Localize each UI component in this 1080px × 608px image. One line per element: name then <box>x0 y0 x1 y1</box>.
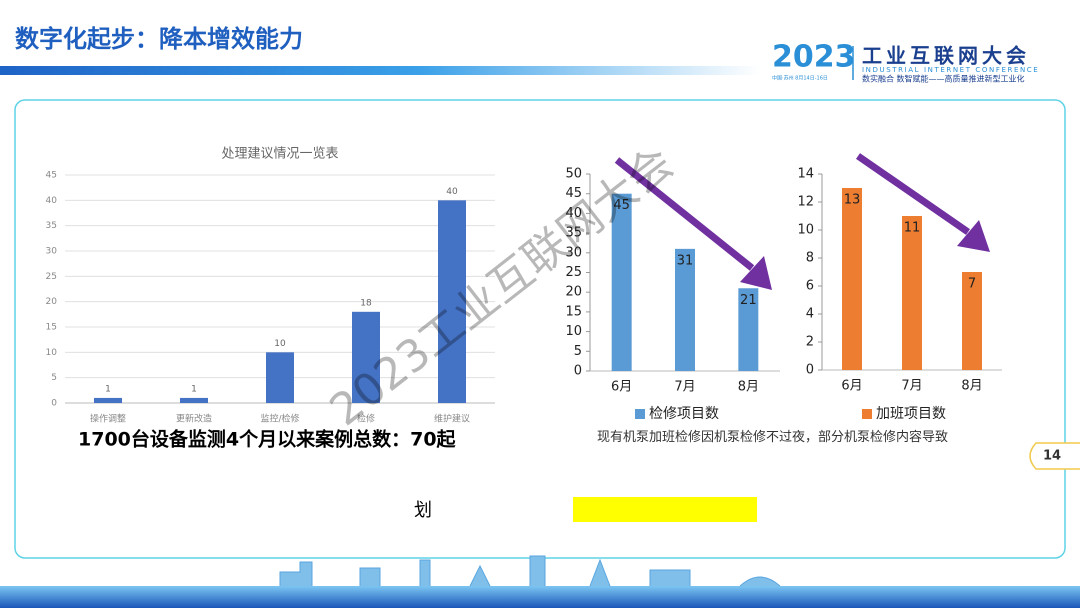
bar <box>738 288 759 371</box>
x-tick-label: 检修 <box>357 413 375 425</box>
y-tick-label: 35 <box>46 221 57 231</box>
skyline <box>279 555 781 587</box>
x-tick-label: 7月 <box>901 379 922 394</box>
data-label: 31 <box>677 253 694 268</box>
x-tick-label: 8月 <box>738 380 759 395</box>
y-tick-label: 45 <box>565 186 582 201</box>
data-label: 13 <box>844 193 861 208</box>
y-tick-label: 2 <box>806 335 814 350</box>
y-tick-label: 45 <box>46 171 57 181</box>
bar <box>842 188 862 370</box>
y-tick-label: 12 <box>797 195 814 210</box>
data-label: 11 <box>904 221 921 236</box>
y-tick-label: 20 <box>46 297 58 307</box>
x-tick-label: 6月 <box>611 380 632 395</box>
y-tick-label: 0 <box>51 399 57 409</box>
slide-title: 数字化起步：降本增效能力 <box>15 25 303 53</box>
bar <box>352 311 380 403</box>
bar <box>94 397 122 403</box>
y-tick-label: 25 <box>565 265 582 280</box>
logo-english: INDUSTRIAL INTERNET CONFERENCE <box>862 66 1039 74</box>
page-number: 14 <box>1043 449 1061 464</box>
bar <box>180 397 208 403</box>
y-tick-label: 20 <box>565 285 582 300</box>
logo-name: 工业互联网大会 <box>862 44 1030 68</box>
x-tick-label: 7月 <box>674 380 695 395</box>
legend-swatch <box>635 409 645 419</box>
trend-arrow <box>856 153 970 235</box>
highlight-box <box>573 497 757 522</box>
x-tick-label: 更新改造 <box>176 413 212 425</box>
data-label: 1 <box>105 384 111 394</box>
y-tick-label: 10 <box>565 324 582 339</box>
y-tick-label: 10 <box>46 348 58 358</box>
logo-place: 中国·苏州 8月14日-16日 <box>772 75 828 82</box>
x-tick-label: 8月 <box>961 379 982 394</box>
data-label: 1 <box>191 384 197 394</box>
y-tick-label: 14 <box>797 167 814 182</box>
y-tick-label: 10 <box>797 223 814 238</box>
y-tick-label: 0 <box>574 364 582 379</box>
note-char: 划 <box>414 500 432 521</box>
trend-arrow-head <box>740 256 772 290</box>
trend-arrow-head <box>957 220 990 252</box>
header-bar <box>0 66 760 75</box>
data-label: 40 <box>446 187 458 197</box>
y-tick-label: 4 <box>806 307 814 322</box>
x-tick-label: 维护建议 <box>434 413 470 425</box>
y-tick-label: 25 <box>46 272 57 282</box>
summary-text: 1700台设备监测4个月以来案例总数：70起 <box>78 428 457 451</box>
y-tick-label: 50 <box>565 167 582 182</box>
y-tick-label: 5 <box>51 373 57 383</box>
y-tick-label: 40 <box>46 196 58 206</box>
footer-bar <box>0 586 1080 608</box>
bar <box>611 193 632 371</box>
data-label: 7 <box>968 277 976 292</box>
x-tick-label: 操作调整 <box>90 413 126 425</box>
x-tick-label: 6月 <box>841 379 862 394</box>
chart-title: 处理建议情况一览表 <box>221 146 338 162</box>
bar <box>902 216 922 370</box>
logo-slogan: 数实融合 数智赋能——高质量推进新型工业化 <box>862 74 1025 84</box>
y-tick-label: 30 <box>46 247 58 257</box>
x-tick-label: 监控/检修 <box>260 413 299 425</box>
data-label: 10 <box>274 339 286 349</box>
page-tab <box>1029 442 1080 470</box>
y-tick-label: 8 <box>806 251 814 266</box>
trend-arrow <box>614 157 755 271</box>
y-tick-label: 15 <box>565 304 582 319</box>
y-tick-label: 6 <box>806 279 814 294</box>
legend-label: 检修项目数 <box>649 406 719 422</box>
y-tick-label: 35 <box>565 226 582 241</box>
caption: 现有机泵加班检修因机泵检修不过夜，部分机泵检修内容导致 <box>597 429 948 444</box>
bar <box>675 248 695 371</box>
logo-year: 2023 <box>772 40 856 75</box>
bar <box>438 200 466 403</box>
data-label: 18 <box>360 298 372 308</box>
data-label: 21 <box>740 293 757 308</box>
charts: 处理建议情况一览表051015202530354045操作调整1更新改造1监控/… <box>46 146 1002 425</box>
y-tick-label: 40 <box>565 206 582 221</box>
bar <box>266 352 294 403</box>
y-tick-label: 5 <box>574 344 582 359</box>
data-label: 45 <box>613 198 630 213</box>
y-tick-label: 0 <box>806 363 814 378</box>
y-tick-label: 15 <box>46 323 57 333</box>
y-tick-label: 30 <box>565 245 582 260</box>
bar <box>962 272 982 370</box>
legend-swatch <box>862 409 872 419</box>
legend-label: 加班项目数 <box>876 406 946 422</box>
